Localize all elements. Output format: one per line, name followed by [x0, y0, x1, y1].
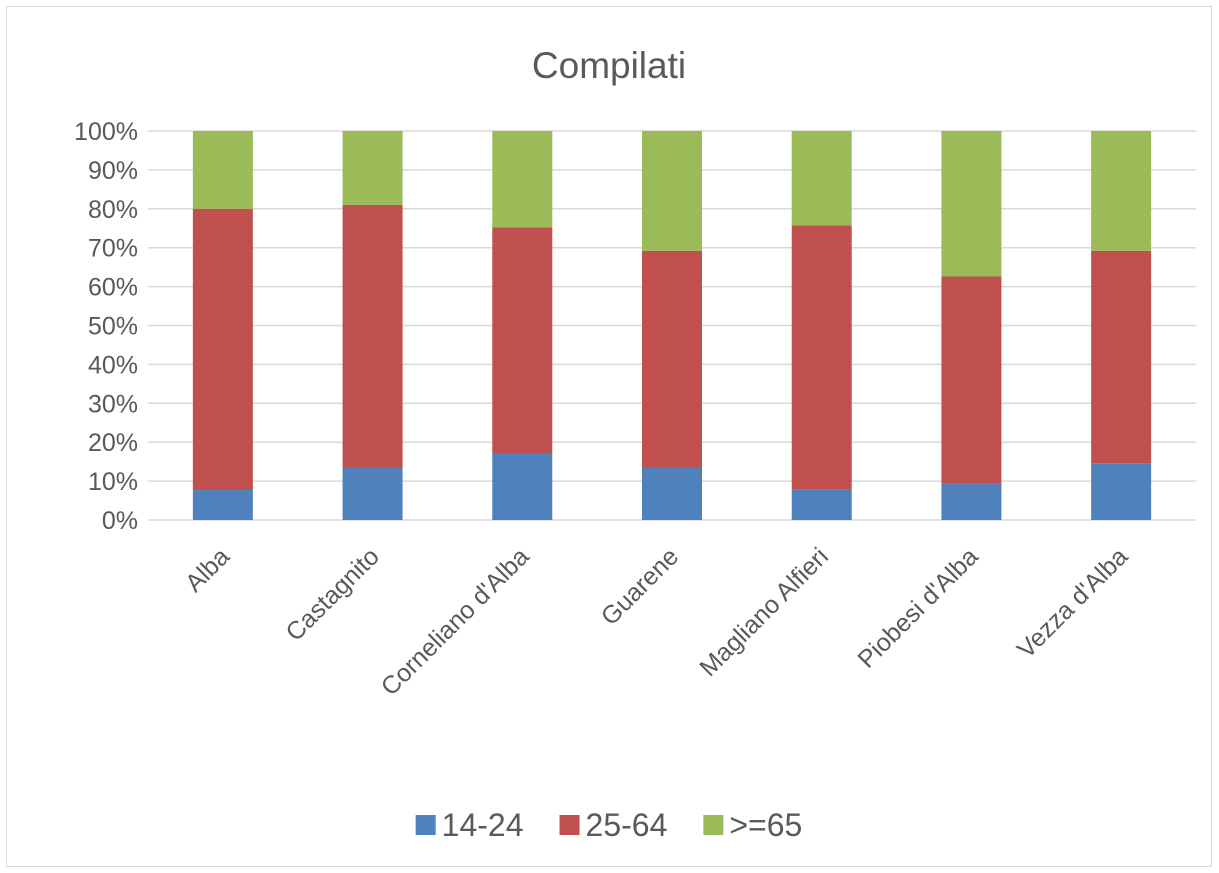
x-category-label: Guarene — [596, 542, 685, 631]
y-axis-ticks: 0% 10% 20% 30% 40% 50% 60% 70% 80% 90% 100% — [74, 118, 138, 535]
bar-segment-3 — [1091, 131, 1152, 251]
bar-segment-2 — [642, 250, 702, 468]
bar-segment-1 — [941, 483, 1002, 520]
y-tick-label: 90% — [88, 157, 138, 185]
bar-segment-3 — [492, 131, 553, 228]
y-tick-label: 80% — [88, 196, 138, 224]
bar-segment-3 — [791, 131, 852, 226]
y-tick-label: 70% — [88, 235, 138, 263]
legend-swatch — [415, 815, 436, 835]
x-category-label: Vezza d'Alba — [1012, 542, 1134, 664]
bar-segment-1 — [642, 467, 702, 520]
x-category-label: Magliano Alfieri — [694, 542, 834, 682]
x-category-label: Alba — [180, 542, 235, 597]
chart-title: Compilati — [532, 45, 686, 86]
bar-segment-1 — [791, 489, 852, 520]
y-tick-label: 30% — [88, 390, 138, 418]
legend-label: >=65 — [729, 807, 802, 843]
legend-label: 14-24 — [442, 807, 524, 843]
y-tick-label: 0% — [102, 507, 138, 535]
legend-item: 25-64 — [559, 807, 668, 843]
bar-segment-2 — [941, 276, 1002, 484]
bar-segment-2 — [192, 208, 253, 491]
x-category-label: Corneliano d'Alba — [376, 542, 535, 701]
y-tick-label: 20% — [88, 429, 138, 457]
legend-item: 14-24 — [415, 807, 524, 843]
bar-segment-1 — [492, 453, 553, 520]
legend: 14-24 25-64 >=65 — [415, 807, 802, 843]
bars — [192, 131, 1152, 520]
y-tick-label: 60% — [88, 274, 138, 302]
x-category-label: Castagnito — [280, 542, 384, 646]
bar-segment-1 — [1091, 463, 1152, 520]
y-tick-label: 40% — [88, 351, 138, 379]
bar-segment-2 — [1091, 250, 1152, 464]
y-tick-label: 50% — [88, 313, 138, 341]
legend-item: >=65 — [703, 807, 802, 843]
legend-label: 25-64 — [586, 807, 668, 843]
bar-segment-2 — [791, 225, 852, 490]
bar-segment-1 — [342, 467, 403, 520]
legend-swatch — [703, 815, 724, 835]
bar-segment-3 — [941, 131, 1002, 277]
bar-segment-3 — [192, 131, 253, 209]
bar-segment-1 — [192, 490, 253, 520]
x-category-label: Piobesi d'Alba — [852, 542, 983, 673]
bar-segment-3 — [342, 131, 403, 205]
bar-segment-3 — [642, 131, 702, 251]
bar-segment-2 — [492, 227, 553, 454]
legend-swatch — [559, 815, 580, 835]
y-tick-label: 100% — [74, 118, 138, 146]
y-tick-label: 10% — [88, 468, 138, 496]
bar-segment-2 — [342, 204, 403, 468]
